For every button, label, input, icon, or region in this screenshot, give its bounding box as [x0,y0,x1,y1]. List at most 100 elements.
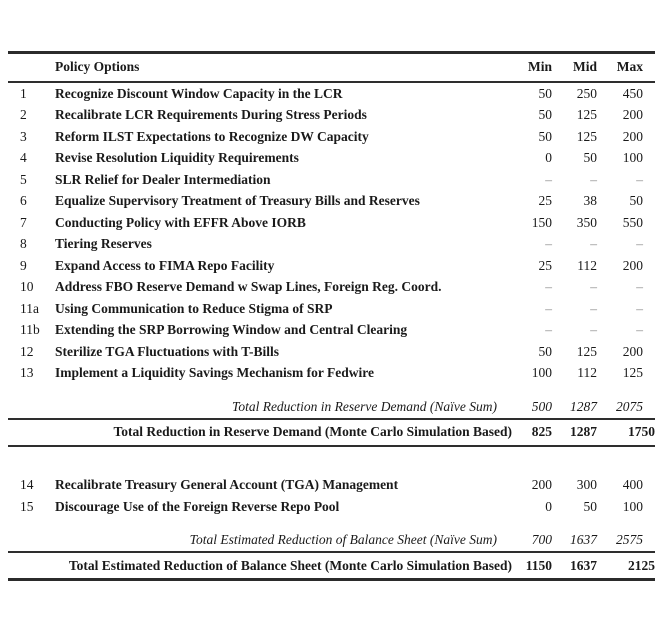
row-spacer [8,446,655,475]
min-value: 1150 [525,557,552,573]
row-number: 1 [20,85,27,101]
policy-row-12: 12 Sterilize TGA Fluctuations with T-Bil… [8,341,655,363]
min-value: – [545,322,552,338]
policy-row-4: 4 Revise Resolution Liquidity Requiremen… [8,148,655,170]
mid-value: – [590,322,597,338]
column-header-number [8,52,55,83]
max-value: 2125 [628,557,655,573]
max-value: 200 [622,107,643,123]
row-number: 6 [20,193,27,209]
max-value: 50 [629,193,644,209]
policy-row-14: 14 Recalibrate Treasury General Account … [8,475,655,497]
policy-row-5: 5 SLR Relief for Dealer Intermediation –… [8,169,655,191]
max-value: 200 [622,128,643,144]
max-value: – [636,279,643,295]
max-value: 450 [622,85,643,101]
min-value: – [545,236,552,252]
policy-label: Sterilize TGA Fluctuations with T-Bills [55,343,280,359]
max-value: 2075 [616,398,643,414]
policy-label: Recognize Discount Window Capacity in th… [55,85,343,101]
mid-value: 125 [576,343,597,359]
max-value: – [636,300,643,316]
policy-row-2: 2 Recalibrate LCR Requirements During St… [8,105,655,127]
column-header-mid: Mid [552,52,597,83]
policy-label: Recalibrate Treasury General Account (TG… [55,477,399,493]
mid-value: 125 [576,128,597,144]
monte-carlo-label: Total Estimated Reduction of Balance She… [68,557,512,573]
mid-value: – [590,279,597,295]
mid-value: 1637 [570,532,597,548]
mid-value: 250 [576,85,597,101]
column-header-min: Min [497,52,552,83]
min-value: 500 [531,398,552,414]
row-number: 8 [20,236,27,252]
policy-label: Discourage Use of the Foreign Reverse Re… [55,498,340,514]
policy-row-10: 10 Address FBO Reserve Demand w Swap Lin… [8,277,655,299]
table-header-row: Policy Options Min Mid Max [8,52,655,83]
mid-value: 112 [577,365,597,381]
policy-options-table: Policy Options Min Mid Max 1 Recognize D… [8,51,655,581]
monte-carlo-row-balance-sheet: Total Estimated Reduction of Balance She… [8,552,655,580]
row-number: 3 [20,128,27,144]
row-spacer [8,518,655,530]
policy-row-6: 6 Equalize Supervisory Treatment of Trea… [8,191,655,213]
min-value: 0 [545,150,552,166]
min-value: 25 [538,257,553,273]
max-value: 400 [622,477,643,493]
min-value: 25 [538,193,553,209]
mid-value: – [590,236,597,252]
policy-row-9: 9 Expand Access to FIMA Repo Facility 25… [8,255,655,277]
row-number: 15 [20,498,34,514]
max-value: 200 [622,343,643,359]
policy-row-8: 8 Tiering Reserves – – – [8,234,655,256]
naive-sum-label: Total Estimated Reduction of Balance She… [189,532,497,548]
min-value: – [545,300,552,316]
mid-value: 1637 [570,557,597,573]
policy-label: SLR Relief for Dealer Intermediation [55,171,271,187]
max-value: 2575 [616,532,643,548]
policy-label: Recalibrate LCR Requirements During Stre… [55,107,367,123]
policy-row-3: 3 Reform ILST Expectations to Recognize … [8,126,655,148]
mid-value: 350 [576,214,597,230]
policy-label: Revise Resolution Liquidity Requirements [55,150,299,166]
mid-value: – [590,300,597,316]
row-number: 9 [20,257,27,273]
mid-value: 300 [576,477,597,493]
row-spacer [8,384,655,396]
min-value: 0 [545,498,552,514]
policy-row-11b: 11b Extending the SRP Borrowing Window a… [8,320,655,342]
policy-label: Implement a Liquidity Savings Mechanism … [55,365,375,381]
policy-row-1: 1 Recognize Discount Window Capacity in … [8,82,655,105]
row-number: 13 [20,365,34,381]
max-value: 100 [622,150,643,166]
monte-carlo-label: Total Reduction in Reserve Demand (Monte… [113,424,513,439]
min-value: 50 [538,343,553,359]
policy-label: Conducting Policy with EFFR Above IORB [55,214,306,230]
policy-row-11a: 11a Using Communication to Reduce Stigma… [8,298,655,320]
row-number: 12 [20,343,34,359]
min-value: 50 [538,85,553,101]
row-number: 2 [20,107,27,123]
mid-value: 112 [577,257,597,273]
policy-row-15: 15 Discourage Use of the Foreign Reverse… [8,496,655,518]
naive-sum-row-balance-sheet: Total Estimated Reduction of Balance She… [8,530,655,553]
row-number: 7 [20,214,27,230]
mid-value: 50 [583,498,598,514]
min-value: 50 [538,128,553,144]
policy-label: Tiering Reserves [55,236,152,252]
row-number: 10 [20,279,34,295]
column-header-policy-options: Policy Options [55,52,497,83]
policy-label: Reform ILST Expectations to Recognize DW… [55,128,369,144]
row-number: 11b [20,322,40,338]
row-number: 4 [20,150,27,166]
max-value: 550 [622,214,643,230]
policy-label: Address FBO Reserve Demand w Swap Lines,… [55,279,442,295]
policy-label: Expand Access to FIMA Repo Facility [55,257,275,273]
max-value: 100 [622,498,643,514]
max-value: – [636,322,643,338]
min-value: 825 [531,424,552,439]
min-value: 700 [531,532,552,548]
max-value: 1750 [628,424,655,439]
max-value: – [636,171,643,187]
mid-value: 1287 [570,398,597,414]
